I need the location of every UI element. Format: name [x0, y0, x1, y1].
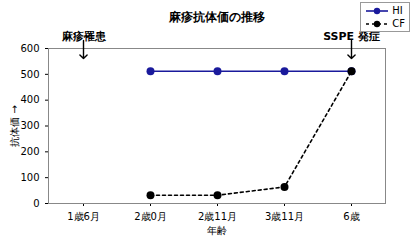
html-text:CF: CF	[392, 18, 405, 29]
svg-text:300: 300	[20, 120, 39, 131]
svg-text:500: 500	[20, 69, 39, 80]
svg-text:2歳11月: 2歳11月	[198, 211, 237, 222]
svg-text:0: 0	[33, 198, 39, 209]
svg-text:100: 100	[20, 172, 39, 183]
svg-text:2歳0月: 2歳0月	[134, 211, 167, 222]
svg-text:6歳: 6歳	[343, 211, 359, 222]
svg-text:麻疹抗体価の推移: 麻疹抗体価の推移	[168, 10, 265, 24]
svg-text:600: 600	[20, 43, 39, 54]
svg-text:抗体価 →: 抗体価 →	[9, 105, 20, 147]
svg-text:SSPE 発症: SSPE 発症	[323, 30, 380, 44]
svg-text:麻疹罹患: 麻疹罹患	[61, 30, 106, 44]
html-text:HI: HI	[392, 5, 403, 16]
svg-text:1歳6月: 1歳6月	[67, 211, 100, 222]
svg-text:200: 200	[20, 146, 39, 157]
svg-text:400: 400	[20, 94, 39, 105]
svg-text:年齢: 年齢	[207, 225, 227, 236]
svg-text:3歳11月: 3歳11月	[265, 211, 304, 222]
